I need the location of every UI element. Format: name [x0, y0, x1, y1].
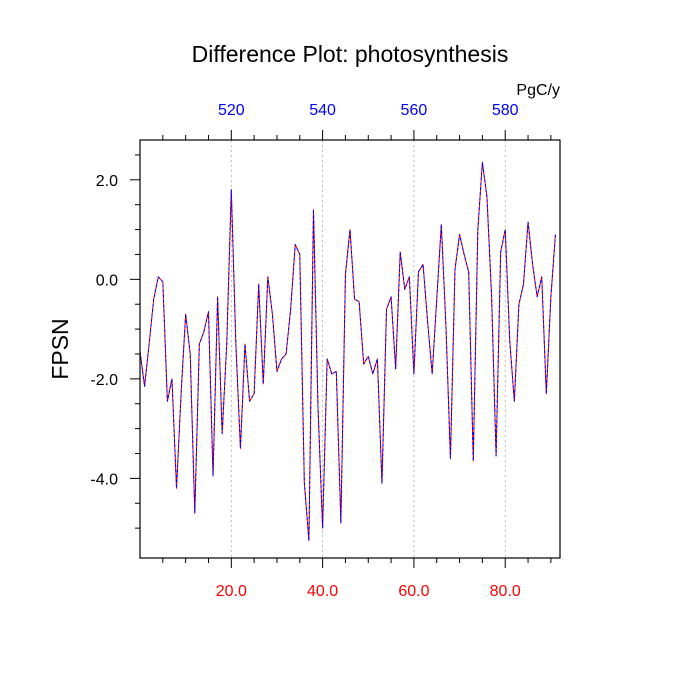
y-axis-label: FPSN — [47, 318, 73, 379]
top-tick-label: 560 — [401, 102, 428, 119]
top-tick-label: 520 — [218, 102, 245, 119]
top-tick-label: 540 — [309, 102, 336, 119]
left-tick-label: 0.0 — [96, 272, 118, 289]
series-line-2 — [139, 161, 556, 542]
grid-lines — [230, 140, 506, 558]
left-tick-label: -2.0 — [90, 372, 118, 389]
top-tick-label: 580 — [492, 102, 519, 119]
bottom-tick-label: 80.0 — [490, 583, 521, 600]
chart-title: Difference Plot: photosynthesis — [192, 41, 509, 67]
axis-ticks — [130, 130, 552, 568]
plot-frame — [139, 139, 561, 559]
left-tick-label: -4.0 — [90, 471, 118, 488]
units-label: PgC/y — [516, 82, 560, 99]
series-lines — [139, 161, 556, 542]
bottom-tick-label: 20.0 — [216, 583, 247, 600]
bottom-tick-label: 40.0 — [307, 583, 338, 600]
left-tick-label: 2.0 — [96, 173, 118, 190]
tick-labels: 20.0 40.0 60.0 80.0 520 540 560 580 2.0 0.0 -2.0 -4… — [90, 102, 520, 600]
bottom-tick-label: 60.0 — [398, 583, 429, 600]
